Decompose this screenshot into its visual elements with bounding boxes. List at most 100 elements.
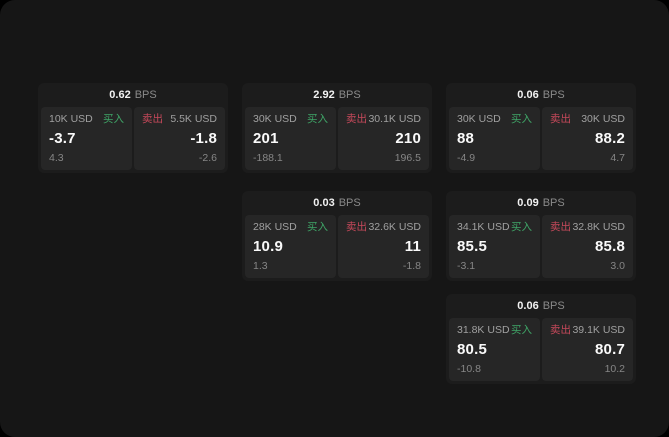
buy-tile[interactable]: 31.8K USD 买入 80.5 -10.8 — [449, 318, 540, 381]
sell-tile[interactable]: 卖出 32.8K USD 85.8 3.0 — [542, 215, 633, 278]
quote-card: 0.06 BPS 30K USD 买入 88 -4.9 卖出 30K USD 8… — [446, 83, 636, 173]
card-body: 28K USD 买入 10.9 1.3 卖出 32.6K USD 11 -1.8 — [242, 215, 432, 281]
bps-value: 2.92 — [313, 89, 335, 101]
buy-amount-label: 30K USD — [457, 113, 501, 125]
buy-amount-label: 28K USD — [253, 221, 297, 233]
bps-unit-label: BPS — [542, 197, 565, 209]
sell-delta: 3.0 — [610, 260, 625, 272]
bps-unit-label: BPS — [134, 89, 157, 101]
buy-price: 85.5 — [457, 238, 487, 255]
quote-card: 0.62 BPS 10K USD 买入 -3.7 4.3 卖出 5.5K USD… — [38, 83, 228, 173]
buy-amount-label: 34.1K USD — [457, 221, 510, 233]
buy-price: -3.7 — [49, 130, 76, 147]
card-body: 30K USD 买入 88 -4.9 卖出 30K USD 88.2 4.7 — [446, 107, 636, 173]
buy-price: 80.5 — [457, 341, 487, 358]
sell-tile[interactable]: 卖出 32.6K USD 11 -1.8 — [338, 215, 429, 278]
sell-tile-top: 卖出 32.6K USD — [346, 221, 421, 233]
sell-amount-label: 30K USD — [581, 113, 625, 125]
buy-tile-top: 28K USD 买入 — [253, 221, 328, 233]
sell-tile-top: 卖出 30K USD — [550, 113, 625, 125]
buy-button[interactable]: 买入 — [511, 324, 532, 336]
sell-delta: -1.8 — [402, 260, 421, 272]
buy-amount-label: 10K USD — [49, 113, 93, 125]
buy-button[interactable]: 买入 — [103, 113, 124, 125]
buy-tile-top: 30K USD 买入 — [253, 113, 328, 125]
sell-tile[interactable]: 卖出 30.1K USD 210 196.5 — [338, 107, 429, 170]
bps-header: 0.06 BPS — [446, 294, 636, 318]
sell-delta: -2.6 — [198, 152, 217, 164]
quote-card: 0.03 BPS 28K USD 买入 10.9 1.3 卖出 32.6K US… — [242, 191, 432, 281]
sell-button[interactable]: 卖出 — [550, 221, 571, 233]
sell-button[interactable]: 卖出 — [550, 113, 571, 125]
bps-header: 0.62 BPS — [38, 83, 228, 107]
sell-price: 210 — [395, 130, 421, 147]
buy-tile-top: 31.8K USD 买入 — [457, 324, 532, 336]
buy-price: 10.9 — [253, 238, 283, 255]
sell-tile-top: 卖出 39.1K USD — [550, 324, 625, 336]
card-body: 34.1K USD 买入 85.5 -3.1 卖出 32.8K USD 85.8… — [446, 215, 636, 281]
sell-price: -1.8 — [190, 130, 217, 147]
buy-delta: -4.9 — [457, 152, 476, 164]
bps-unit-label: BPS — [542, 300, 565, 312]
buy-button[interactable]: 买入 — [511, 113, 532, 125]
sell-amount-label: 32.6K USD — [368, 221, 421, 233]
sell-tile-top: 卖出 5.5K USD — [142, 113, 217, 125]
bps-value: 0.09 — [517, 197, 539, 209]
card-body: 31.8K USD 买入 80.5 -10.8 卖出 39.1K USD 80.… — [446, 318, 636, 384]
buy-tile[interactable]: 30K USD 买入 201 -188.1 — [245, 107, 336, 170]
bps-value: 0.06 — [517, 300, 539, 312]
buy-delta: -10.8 — [457, 363, 481, 375]
buy-delta: 1.3 — [253, 260, 268, 272]
sell-price: 88.2 — [595, 130, 625, 147]
buy-amount-label: 31.8K USD — [457, 324, 510, 336]
buy-tile[interactable]: 28K USD 买入 10.9 1.3 — [245, 215, 336, 278]
sell-tile[interactable]: 卖出 30K USD 88.2 4.7 — [542, 107, 633, 170]
sell-amount-label: 30.1K USD — [368, 113, 421, 125]
sell-tile-top: 卖出 30.1K USD — [346, 113, 421, 125]
buy-price: 201 — [253, 130, 279, 147]
bps-header: 2.92 BPS — [242, 83, 432, 107]
buy-button[interactable]: 买入 — [307, 113, 328, 125]
card-body: 30K USD 买入 201 -188.1 卖出 30.1K USD 210 1… — [242, 107, 432, 173]
buy-tile[interactable]: 34.1K USD 买入 85.5 -3.1 — [449, 215, 540, 278]
buy-tile[interactable]: 10K USD 买入 -3.7 4.3 — [41, 107, 132, 170]
sell-button[interactable]: 卖出 — [142, 113, 163, 125]
quote-card: 2.92 BPS 30K USD 买入 201 -188.1 卖出 30.1K … — [242, 83, 432, 173]
sell-price: 85.8 — [595, 238, 625, 255]
bps-header: 0.03 BPS — [242, 191, 432, 215]
bps-unit-label: BPS — [338, 89, 361, 101]
card-body: 10K USD 买入 -3.7 4.3 卖出 5.5K USD -1.8 -2.… — [38, 107, 228, 173]
buy-button[interactable]: 买入 — [307, 221, 328, 233]
bps-value: 0.03 — [313, 197, 335, 209]
buy-tile-top: 30K USD 买入 — [457, 113, 532, 125]
sell-delta: 196.5 — [394, 152, 421, 164]
sell-price: 11 — [404, 238, 421, 255]
buy-price: 88 — [457, 130, 475, 147]
sell-amount-label: 5.5K USD — [170, 113, 217, 125]
sell-button[interactable]: 卖出 — [346, 221, 367, 233]
sell-amount-label: 39.1K USD — [572, 324, 625, 336]
buy-delta: 4.3 — [49, 152, 64, 164]
buy-button[interactable]: 买入 — [511, 221, 532, 233]
sell-button[interactable]: 卖出 — [346, 113, 367, 125]
sell-tile-top: 卖出 32.8K USD — [550, 221, 625, 233]
quote-card: 0.06 BPS 31.8K USD 买入 80.5 -10.8 卖出 39.1… — [446, 294, 636, 384]
sell-tile[interactable]: 卖出 5.5K USD -1.8 -2.6 — [134, 107, 225, 170]
bps-header: 0.06 BPS — [446, 83, 636, 107]
sell-delta: 10.2 — [604, 363, 625, 375]
buy-delta: -188.1 — [253, 152, 283, 164]
bps-header: 0.09 BPS — [446, 191, 636, 215]
quote-card: 0.09 BPS 34.1K USD 买入 85.5 -3.1 卖出 32.8K… — [446, 191, 636, 281]
buy-tile-top: 10K USD 买入 — [49, 113, 124, 125]
bps-value: 0.06 — [517, 89, 539, 101]
buy-tile[interactable]: 30K USD 买入 88 -4.9 — [449, 107, 540, 170]
sell-tile[interactable]: 卖出 39.1K USD 80.7 10.2 — [542, 318, 633, 381]
bps-value: 0.62 — [109, 89, 131, 101]
bps-unit-label: BPS — [338, 197, 361, 209]
buy-tile-top: 34.1K USD 买入 — [457, 221, 532, 233]
sell-amount-label: 32.8K USD — [572, 221, 625, 233]
sell-delta: 4.7 — [610, 152, 625, 164]
sell-button[interactable]: 卖出 — [550, 324, 571, 336]
